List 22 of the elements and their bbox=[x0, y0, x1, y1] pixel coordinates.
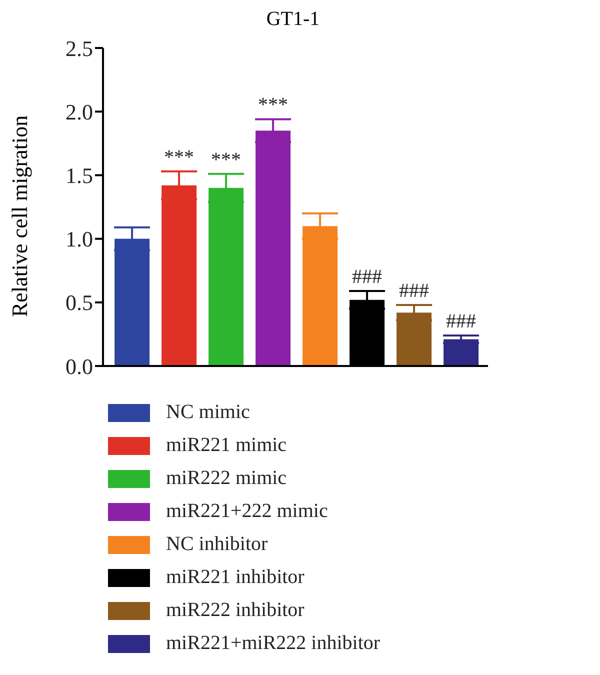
legend-label: miR221+miR222 inhibitor bbox=[166, 632, 380, 655]
data-label: ### bbox=[352, 266, 382, 288]
data-label: ### bbox=[399, 280, 430, 302]
legend-label: miR221 inhibitor bbox=[166, 566, 304, 589]
legend-label: miR221+222 mimic bbox=[166, 500, 328, 523]
legend-label: miR222 inhibitor bbox=[166, 599, 304, 622]
y-tick-label: 1.5 bbox=[66, 163, 93, 188]
y-axis-title: Relative cell migration bbox=[6, 115, 32, 317]
legend-label: NC mimic bbox=[166, 401, 250, 424]
data-label: *** bbox=[164, 146, 194, 168]
y-tick-label: 0.0 bbox=[66, 354, 93, 379]
y-tick-label: 0.5 bbox=[66, 290, 93, 316]
data-label: *** bbox=[211, 148, 242, 171]
legend-label: NC inhibitor bbox=[166, 533, 268, 556]
y-tick-label: 2.5 bbox=[66, 36, 93, 61]
data-label: ### bbox=[446, 310, 476, 332]
data-label: *** bbox=[258, 94, 288, 116]
y-tick-label: 2.0 bbox=[66, 99, 93, 124]
y-tick-label: 1.0 bbox=[66, 226, 93, 252]
legend-label: miR221 mimic bbox=[166, 434, 287, 457]
legend-label: miR222 mimic bbox=[166, 467, 287, 490]
chart-title: GT1-1 bbox=[265, 8, 321, 32]
